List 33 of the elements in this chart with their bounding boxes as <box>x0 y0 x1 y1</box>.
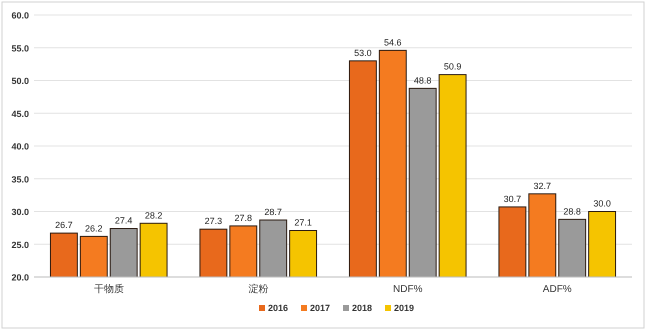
data-label: 53.0 <box>354 48 372 58</box>
data-label: 30.7 <box>504 194 522 204</box>
data-label: 27.4 <box>114 216 132 226</box>
y-tick-label: 25.0 <box>11 240 29 250</box>
data-label: 28.7 <box>264 207 282 218</box>
x-tick-label: 淀粉 <box>248 283 268 295</box>
data-label: 27.1 <box>294 217 312 228</box>
y-tick-label: 20.0 <box>11 272 29 282</box>
y-tick-label: 35.0 <box>11 174 29 184</box>
data-label: 27.3 <box>204 216 222 226</box>
data-label: 54.6 <box>384 37 402 48</box>
data-label: 27.8 <box>234 212 252 223</box>
data-label: 26.2 <box>85 223 103 234</box>
y-tick-label: 45.0 <box>11 108 29 119</box>
data-label: 30.0 <box>593 198 611 208</box>
y-tick-label: 30.0 <box>11 207 29 217</box>
data-label: 48.8 <box>414 75 432 86</box>
y-tick-label: 50.0 <box>11 76 29 86</box>
legend-label: 2017 <box>310 303 330 313</box>
legend-label: 2018 <box>352 303 372 313</box>
x-tick-label: 干物质 <box>94 283 124 295</box>
legend-label: 2019 <box>394 303 414 313</box>
legend-label: 2016 <box>268 303 288 313</box>
x-tick-label: NDF% <box>393 284 423 295</box>
data-label: 28.2 <box>144 210 162 220</box>
y-tick-label: 60.0 <box>11 10 29 20</box>
y-tick-label: 40.0 <box>11 142 29 152</box>
x-tick-label: ADF% <box>542 284 572 295</box>
data-label: 28.8 <box>563 206 581 216</box>
data-label: 50.9 <box>444 62 462 72</box>
y-tick-label: 55.0 <box>11 43 29 54</box>
data-label: 26.7 <box>55 220 73 230</box>
data-label: 32.7 <box>534 180 552 191</box>
